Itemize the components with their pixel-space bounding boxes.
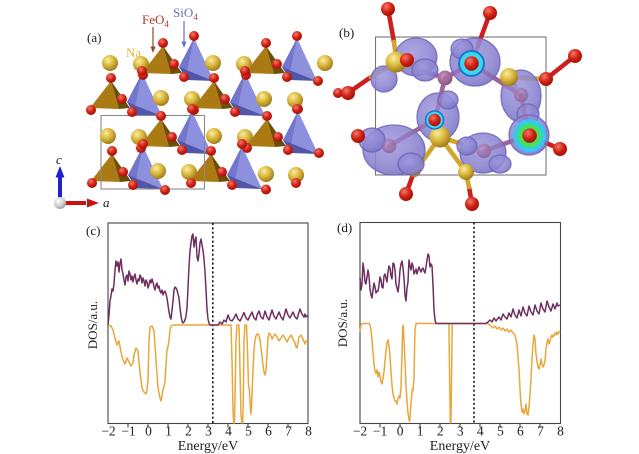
svg-text:(c): (c) [86, 223, 100, 238]
svg-text:−2: −2 [353, 424, 367, 439]
svg-text:(d): (d) [337, 220, 352, 235]
svg-text:DOS/a.u.: DOS/a.u. [335, 299, 350, 347]
svg-text:FeO4: FeO4 [142, 12, 169, 29]
svg-text:2: 2 [437, 424, 444, 439]
svg-text:0: 0 [397, 424, 404, 439]
svg-text:SiO4: SiO4 [173, 5, 198, 22]
svg-text:Energy/eV: Energy/eV [430, 439, 490, 454]
svg-text:4: 4 [477, 424, 484, 439]
svg-text:3: 3 [457, 424, 464, 439]
svg-text:3: 3 [205, 424, 212, 439]
svg-text:8: 8 [557, 424, 564, 439]
svg-text:4: 4 [225, 424, 232, 439]
svg-text:1: 1 [417, 424, 424, 439]
svg-text:5: 5 [245, 424, 252, 439]
svg-text:8: 8 [305, 424, 312, 439]
svg-text:1: 1 [165, 424, 172, 439]
svg-text:7: 7 [537, 424, 544, 439]
svg-text:Na: Na [126, 45, 141, 60]
svg-text:6: 6 [517, 424, 524, 439]
svg-text:−1: −1 [121, 424, 135, 439]
svg-text:−2: −2 [101, 424, 115, 439]
svg-text:0: 0 [145, 424, 152, 439]
svg-text:6: 6 [265, 424, 272, 439]
svg-text:5: 5 [497, 424, 504, 439]
svg-text:(a): (a) [87, 30, 101, 45]
svg-text:DOS/a.u.: DOS/a.u. [85, 301, 100, 349]
svg-text:7: 7 [285, 424, 292, 439]
svg-text:2: 2 [185, 424, 192, 439]
svg-text:a: a [103, 195, 110, 210]
svg-text:(b): (b) [339, 25, 354, 40]
svg-text:c: c [56, 152, 62, 167]
svg-text:Energy/eV: Energy/eV [178, 439, 238, 454]
svg-text:−1: −1 [373, 424, 387, 439]
